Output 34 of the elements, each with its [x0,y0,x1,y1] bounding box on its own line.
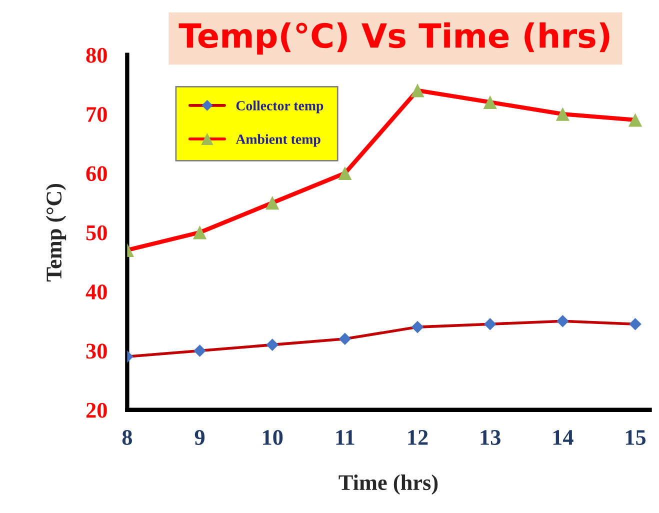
legend-label: Ambient temp [236,134,320,147]
point [628,113,642,127]
y-tick-label: 20 [86,402,107,418]
y-tick-label: 70 [86,106,107,122]
x-tick-label: 11 [336,430,354,445]
chart-title: Temp(°C) Vs Time (hrs) [178,22,610,55]
x-tick-label: 10 [263,430,283,445]
x-tick-label: 14 [553,430,574,445]
y-tick-label: 80 [86,48,107,63]
x-tick-label: 9 [194,430,205,445]
y-tick-label: 30 [86,344,107,359]
point [410,84,424,98]
x-tick-label: 12 [408,430,428,445]
point [484,318,496,330]
point [192,226,207,240]
x-axis-title: Time (hrs) [338,474,438,495]
point [629,318,642,330]
legend-label: Collector temp [236,100,324,114]
point [266,196,280,210]
y-axis-title: Temp (°C) [46,184,66,282]
y-tick-label: 40 [86,284,107,300]
point [556,314,569,328]
x-tick-label: 13 [480,430,500,445]
point [483,95,497,110]
point [411,320,424,334]
point [556,107,570,121]
point [266,338,278,351]
x-tick-label: 15 [626,430,646,445]
x-tick-label: 8 [122,430,132,445]
point [338,166,352,180]
y-tick-label: 60 [86,166,107,182]
point [338,332,352,346]
y-tick-label: 50 [86,225,107,240]
point [194,344,206,357]
